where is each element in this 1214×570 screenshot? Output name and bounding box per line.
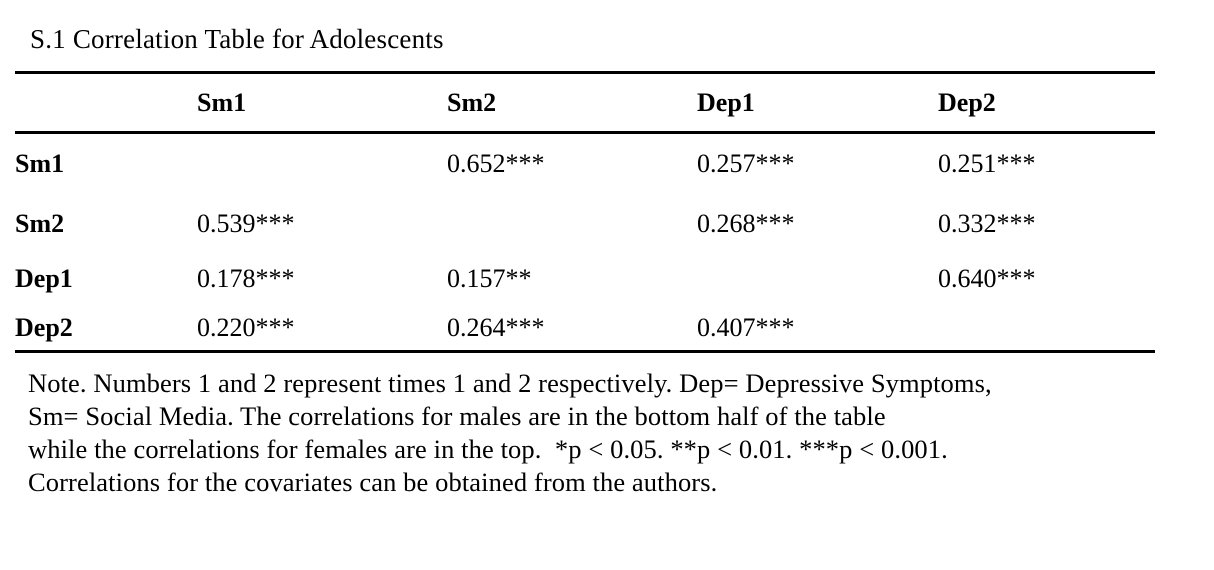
row-label-sm1: Sm1 <box>15 149 65 179</box>
cell-dep2-dep2 <box>938 306 1155 352</box>
cell-sm1-dep1: 0.257*** <box>697 149 795 179</box>
cell-sm1-sm2: 0.652*** <box>447 149 545 179</box>
cell-sm1-sm1 <box>197 133 447 195</box>
table-row: Dep2 0.220*** 0.264*** 0.407*** <box>15 306 1155 352</box>
note-line: Sm= Social Media. The correlations for m… <box>28 401 886 431</box>
table-header: Sm1 Sm2 Dep1 Dep2 <box>15 73 1155 133</box>
table-row: Dep1 0.178*** 0.157** 0.640*** <box>15 253 1155 306</box>
table-note: Note. Numbers 1 and 2 represent times 1 … <box>28 367 1194 499</box>
cell-sm2-sm1: 0.539*** <box>197 208 295 238</box>
correlation-table: Sm1 Sm2 Dep1 Dep2 Sm1 0.652*** 0.257*** … <box>15 71 1155 353</box>
note-line: Correlations for the covariates can be o… <box>28 467 718 497</box>
row-label-sm2: Sm2 <box>15 208 65 238</box>
cell-sm1-dep2: 0.251*** <box>938 149 1036 179</box>
cell-sm2-dep2: 0.332*** <box>938 208 1036 238</box>
table-body: Sm1 0.652*** 0.257*** 0.251*** Sm2 0.539… <box>15 133 1155 352</box>
table-row: Sm2 0.539*** 0.268*** 0.332*** <box>15 195 1155 253</box>
column-header-dep1: Dep1 <box>697 87 755 117</box>
column-header-sm2: Sm2 <box>447 87 497 117</box>
cell-dep1-sm1: 0.178*** <box>197 264 295 293</box>
note-line: Note. Numbers 1 and 2 represent times 1 … <box>28 368 992 398</box>
cell-dep1-dep1 <box>697 253 938 306</box>
cell-dep2-sm1: 0.220*** <box>197 312 295 342</box>
cell-dep1-dep2: 0.640*** <box>938 264 1036 293</box>
row-label-dep1: Dep1 <box>15 264 73 293</box>
note-line: while the correlations for females are i… <box>28 434 948 464</box>
header-row: Sm1 Sm2 Dep1 Dep2 <box>15 73 1155 133</box>
cell-dep2-dep1: 0.407*** <box>697 312 795 342</box>
document-page: S.1 Correlation Table for Adolescents Sm… <box>15 24 1194 499</box>
column-header-sm1: Sm1 <box>197 87 247 117</box>
table-row: Sm1 0.652*** 0.257*** 0.251*** <box>15 133 1155 195</box>
column-header-dep2: Dep2 <box>938 87 996 117</box>
row-label-dep2: Dep2 <box>15 312 73 342</box>
table-title: S.1 Correlation Table for Adolescents <box>30 24 444 54</box>
cell-dep1-sm2: 0.157** <box>447 264 532 293</box>
cell-sm2-dep1: 0.268*** <box>697 208 795 238</box>
corner-cell <box>15 73 197 133</box>
cell-sm2-sm2 <box>447 195 697 253</box>
cell-dep2-sm2: 0.264*** <box>447 312 545 342</box>
